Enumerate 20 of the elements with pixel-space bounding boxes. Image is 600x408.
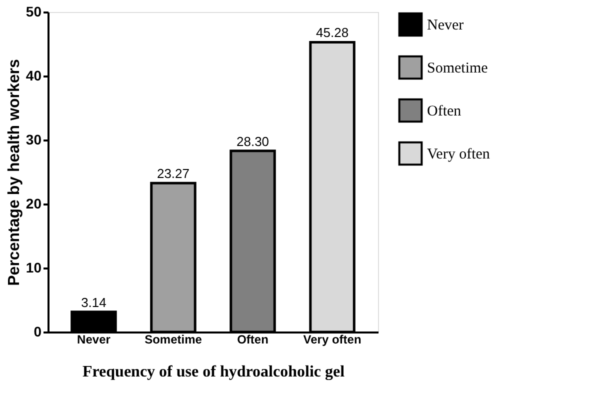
data-label: 3.14	[81, 294, 106, 310]
y-tick-label: 50	[26, 4, 42, 20]
legend-label: Very often	[427, 146, 490, 162]
x-tick-label: Often	[237, 332, 268, 346]
y-tick-label: 10	[26, 260, 42, 276]
legend-label: Never	[427, 18, 464, 34]
y-tick-label: 30	[26, 132, 42, 148]
data-label: 45.28	[316, 25, 349, 40]
x-axis-title: Frequency of use of hydroalcoholic gel	[82, 364, 346, 380]
data-label: 23.27	[156, 166, 190, 182]
x-tick-label: Sometime	[144, 332, 202, 346]
x-tick-label: Very often	[303, 332, 362, 346]
legend-label: Sometime	[427, 60, 488, 76]
y-tick-label: 0	[34, 324, 42, 340]
y-tick-label: 20	[26, 196, 42, 212]
y-tick-label: 40	[26, 68, 42, 84]
x-tick-label: Never	[77, 332, 111, 346]
legend-label: Often	[427, 104, 462, 120]
data-label: 28.30	[236, 134, 270, 149]
y-axis-title: Percentage by health workers	[6, 59, 23, 286]
